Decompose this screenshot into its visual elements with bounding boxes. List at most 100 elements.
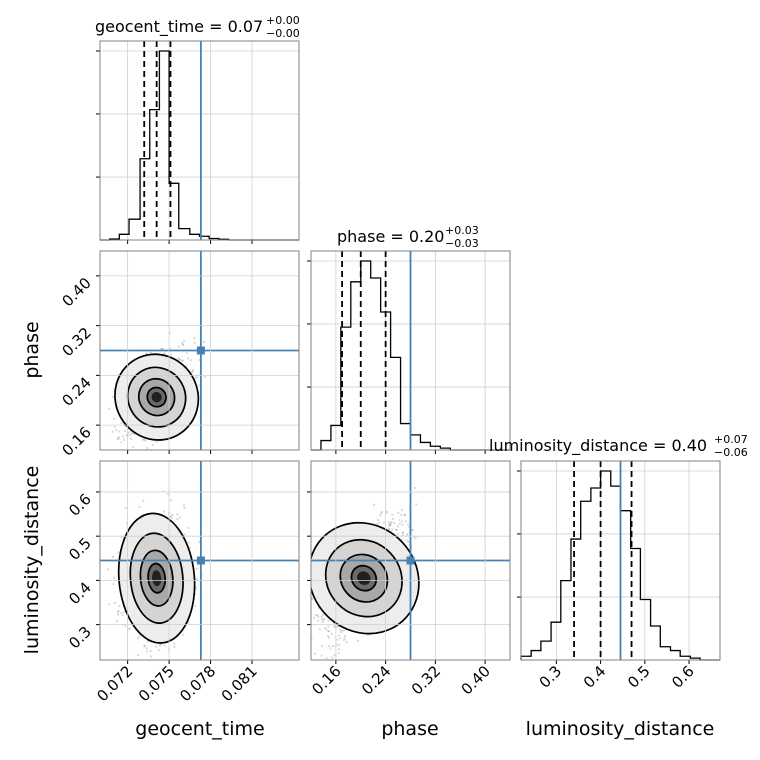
sample-point bbox=[400, 514, 403, 516]
sample-point bbox=[129, 433, 132, 436]
title-plus: +0.07 bbox=[714, 433, 748, 446]
sample-point bbox=[142, 499, 145, 502]
sample-point bbox=[131, 446, 134, 449]
sample-point bbox=[113, 576, 115, 579]
sample-point bbox=[117, 613, 119, 616]
sample-point bbox=[129, 627, 132, 630]
density bbox=[107, 490, 203, 658]
sample-point bbox=[187, 621, 190, 624]
sample-point bbox=[167, 648, 170, 651]
sample-point bbox=[388, 523, 391, 526]
y-tick-label: 0.3 bbox=[65, 623, 95, 653]
sample-point bbox=[181, 359, 184, 362]
sample-point bbox=[155, 440, 158, 443]
sample-point bbox=[407, 523, 409, 526]
x-tick-label: 0.3 bbox=[536, 662, 566, 692]
sample-point bbox=[115, 620, 118, 623]
sample-point bbox=[116, 437, 119, 440]
sample-point bbox=[113, 601, 116, 604]
sample-point bbox=[118, 430, 120, 433]
sample-point bbox=[403, 514, 406, 516]
title-main: geocent_time = 0.07 bbox=[95, 17, 263, 37]
contour bbox=[126, 366, 187, 428]
sample-point bbox=[402, 531, 404, 534]
sample-point bbox=[124, 425, 127, 428]
sample-point bbox=[342, 639, 345, 641]
sample-point bbox=[339, 629, 341, 631]
x-tick-label: 0.5 bbox=[624, 662, 654, 692]
sample-point bbox=[131, 432, 134, 435]
sample-point bbox=[325, 628, 328, 631]
grid bbox=[100, 251, 299, 450]
sample-point bbox=[112, 583, 115, 585]
sample-point bbox=[402, 534, 404, 537]
sample-point bbox=[187, 357, 190, 360]
sample-point bbox=[188, 541, 190, 544]
sample-point bbox=[118, 436, 121, 439]
sample-point bbox=[124, 625, 127, 628]
x-axis-label-geocent-time: geocent_time bbox=[135, 718, 264, 740]
sample-point bbox=[191, 368, 194, 371]
truth-marker bbox=[196, 556, 205, 565]
sample-point bbox=[414, 487, 416, 489]
sample-point bbox=[414, 537, 417, 540]
sample-point bbox=[137, 637, 139, 640]
y-tick-label: 0.24 bbox=[58, 373, 94, 409]
sample-point bbox=[385, 511, 388, 514]
sample-point bbox=[112, 395, 114, 398]
sample-point bbox=[182, 504, 185, 506]
sample-point bbox=[145, 650, 148, 653]
sample-point bbox=[163, 352, 166, 355]
sample-point bbox=[194, 592, 197, 595]
x-tick-label: 0.16 bbox=[308, 662, 344, 698]
sample-point bbox=[194, 604, 197, 607]
sample-point bbox=[177, 345, 180, 348]
sample-point bbox=[197, 384, 200, 387]
sample-point bbox=[322, 613, 325, 616]
sample-point bbox=[336, 638, 339, 641]
sample-point bbox=[145, 352, 148, 355]
x-tick-label: 0.40 bbox=[458, 662, 494, 698]
sample-point bbox=[388, 521, 391, 524]
truth-marker bbox=[196, 346, 205, 355]
sample-point bbox=[398, 522, 401, 525]
density-level bbox=[357, 571, 371, 585]
sample-point bbox=[405, 539, 408, 542]
sample-point bbox=[194, 585, 197, 588]
sample-point bbox=[147, 640, 150, 643]
sample-point bbox=[318, 628, 321, 630]
sample-point bbox=[334, 625, 336, 628]
sample-point bbox=[338, 643, 341, 646]
sample-point bbox=[328, 645, 331, 647]
sample-point bbox=[337, 634, 340, 637]
grid bbox=[100, 41, 299, 240]
density-level bbox=[151, 391, 162, 403]
sample-point bbox=[382, 521, 385, 524]
sample-point bbox=[415, 503, 418, 506]
sample-point bbox=[398, 519, 401, 521]
sample-point bbox=[338, 648, 340, 651]
title-phase: phase = 0.20 +0.03 −0.03 bbox=[337, 224, 479, 250]
sample-point bbox=[151, 444, 154, 446]
sample-point bbox=[176, 518, 179, 521]
sample-point bbox=[183, 507, 186, 510]
sample-point bbox=[117, 551, 120, 554]
sample-point bbox=[401, 531, 404, 534]
title-main: luminosity_distance = 0.40 bbox=[489, 436, 707, 456]
sample-point bbox=[380, 511, 383, 513]
title-luminosity-distance: luminosity_distance = 0.40 +0.07 −0.06 bbox=[489, 433, 748, 459]
sample-point bbox=[200, 573, 203, 576]
sample-point bbox=[320, 617, 323, 620]
sample-point bbox=[185, 365, 188, 368]
sample-point bbox=[330, 632, 333, 635]
density-level bbox=[152, 570, 162, 587]
sample-point bbox=[108, 603, 111, 606]
sample-point bbox=[145, 647, 148, 650]
title-minus: −0.00 bbox=[266, 27, 300, 40]
sample-point bbox=[317, 619, 320, 622]
panel-frame bbox=[310, 460, 511, 661]
sample-point bbox=[108, 407, 111, 410]
x-tick-label: 0.078 bbox=[176, 662, 219, 705]
sample-point bbox=[357, 639, 359, 642]
sample-point bbox=[183, 340, 186, 342]
